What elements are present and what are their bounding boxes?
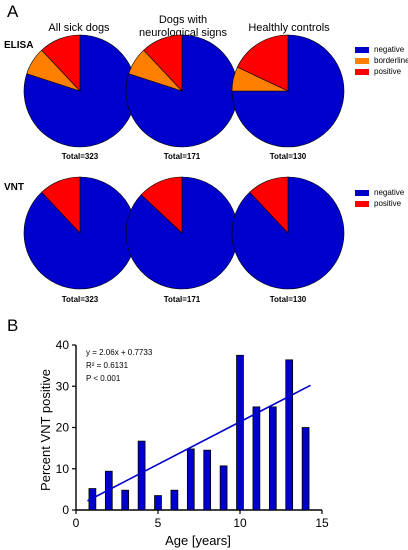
- bar-age-11: [252, 406, 261, 511]
- total-label-elisa-neuro: Total=171: [163, 152, 201, 161]
- legend-swatch-borderline: [355, 57, 369, 64]
- x-tick-label: 5: [155, 516, 162, 530]
- row-label-vnt: VNT: [4, 182, 24, 193]
- pie-charts: [23, 34, 345, 290]
- bar-age-14: [301, 427, 310, 511]
- pie-chart-4: [125, 176, 239, 290]
- bar-age-4: [137, 440, 146, 511]
- x-axis-label: Age [years]: [165, 533, 231, 548]
- row-label-elisa: ELISA: [4, 40, 34, 51]
- total-label-elisa-healthy: Total=130: [269, 152, 307, 161]
- legend-swatch-negative: [355, 189, 369, 196]
- trend-line: [87, 384, 311, 502]
- pie-slice-negative: [23, 34, 137, 148]
- group-title-all-sick-dogs: All sick dogs: [48, 22, 110, 34]
- legend-label-positive: positive: [374, 67, 402, 76]
- legend-item-positive: positive: [355, 66, 408, 77]
- total-label-vnt-neuro: Total=171: [163, 295, 201, 304]
- legend-label-negative: negative: [374, 45, 405, 54]
- pie-chart-2: [231, 34, 345, 148]
- pie-slice-positive: [249, 176, 289, 234]
- y-tick-label: 20: [56, 421, 70, 435]
- bar-age-6: [170, 489, 179, 511]
- legend-item-negative: negative: [355, 187, 404, 198]
- legend-label-positive: positive: [374, 199, 402, 208]
- bar-age-8: [203, 449, 212, 511]
- panel-a-label: A: [7, 2, 19, 21]
- legend-label-negative: negative: [374, 188, 405, 197]
- x-tick-label: 0: [73, 516, 80, 530]
- legend-elisa: negative borderline positive: [355, 44, 408, 77]
- legend-item-negative: negative: [355, 44, 408, 55]
- bar-age-5: [154, 495, 162, 511]
- pie-slice-positive: [41, 176, 81, 234]
- pie-chart-0: [23, 34, 137, 148]
- pie-chart-1: [125, 34, 239, 148]
- y-axis-label: Percent VNT positive: [38, 369, 53, 491]
- bar-age-10: [236, 354, 244, 511]
- total-label-vnt-healthy: Total=130: [269, 295, 307, 304]
- legend-swatch-positive: [355, 68, 369, 75]
- pie-slice-positive: [140, 176, 183, 234]
- bar-age-3: [121, 489, 130, 511]
- annotation-r-squared: R² = 0.6131: [86, 361, 129, 370]
- bar-age-7: [186, 448, 195, 511]
- y-tick-label: 0: [62, 503, 69, 517]
- annotation-equation: y = 2.06x + 0.7733: [86, 348, 153, 357]
- group-title-healthy-controls: Healthly controls: [248, 22, 330, 34]
- legend-swatch-positive: [355, 200, 369, 207]
- x-tick-label: 10: [233, 516, 247, 530]
- bar-age-13: [285, 359, 294, 511]
- pie-chart-5: [231, 176, 345, 290]
- legend-item-positive: positive: [355, 198, 404, 209]
- bar-age-9: [219, 465, 228, 511]
- pie-slice-negative: [231, 34, 345, 148]
- total-label-vnt-all: Total=323: [61, 295, 99, 304]
- y-tick-label: 30: [56, 379, 70, 393]
- legend-vnt: negative positive: [355, 187, 404, 209]
- pie-slice-positive: [41, 34, 81, 92]
- pie-slice-negative: [125, 34, 239, 148]
- group-title-neuro-dogs: Dogs with neurological signs: [138, 14, 228, 39]
- panel-b-label: B: [7, 316, 19, 335]
- bar-age-12: [268, 406, 277, 511]
- pie-slice-positive: [236, 34, 289, 92]
- legend-swatch-negative: [355, 46, 369, 53]
- y-tick-label: 10: [56, 462, 70, 476]
- annotation-p-value: P < 0.001: [86, 374, 121, 383]
- x-tick-label: 15: [315, 516, 329, 530]
- y-tick-label: 40: [56, 338, 70, 352]
- pie-slice-positive: [143, 34, 183, 92]
- legend-item-borderline: borderline: [355, 55, 408, 66]
- pie-chart-3: [23, 176, 137, 290]
- bar-chart: Percent VNT positive Age [years] y = 2.0…: [38, 338, 329, 548]
- total-label-elisa-all: Total=323: [61, 152, 99, 161]
- legend-label-borderline: borderline: [374, 56, 408, 65]
